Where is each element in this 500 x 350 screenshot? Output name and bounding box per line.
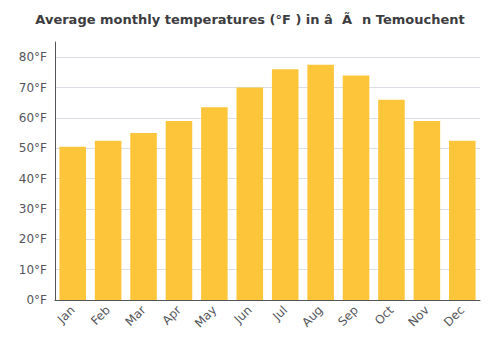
svg-text:Mar: Mar: [123, 303, 149, 329]
svg-text:Average monthly temperatures (: Average monthly temperatures (°F ) in â …: [35, 12, 464, 27]
svg-text:50°F: 50°F: [19, 141, 47, 155]
svg-text:Jun: Jun: [231, 303, 255, 327]
svg-text:70°F: 70°F: [19, 81, 47, 95]
svg-text:80°F: 80°F: [19, 50, 47, 64]
svg-text:40°F: 40°F: [19, 172, 47, 186]
svg-text:Jan: Jan: [54, 303, 78, 327]
svg-text:Jul: Jul: [269, 303, 290, 324]
svg-text:10°F: 10°F: [19, 263, 47, 277]
svg-text:Nov: Nov: [405, 303, 431, 329]
svg-text:May: May: [192, 303, 219, 330]
svg-text:Dec: Dec: [441, 303, 467, 329]
svg-text:60°F: 60°F: [19, 111, 47, 125]
svg-text:30°F: 30°F: [19, 202, 47, 216]
svg-text:Oct: Oct: [372, 303, 397, 328]
svg-text:20°F: 20°F: [19, 232, 47, 246]
svg-text:Aug: Aug: [299, 303, 325, 329]
svg-text:Sep: Sep: [335, 303, 361, 329]
svg-text:Apr: Apr: [159, 303, 184, 328]
svg-text:0°F: 0°F: [26, 293, 47, 307]
svg-text:Feb: Feb: [88, 303, 113, 328]
